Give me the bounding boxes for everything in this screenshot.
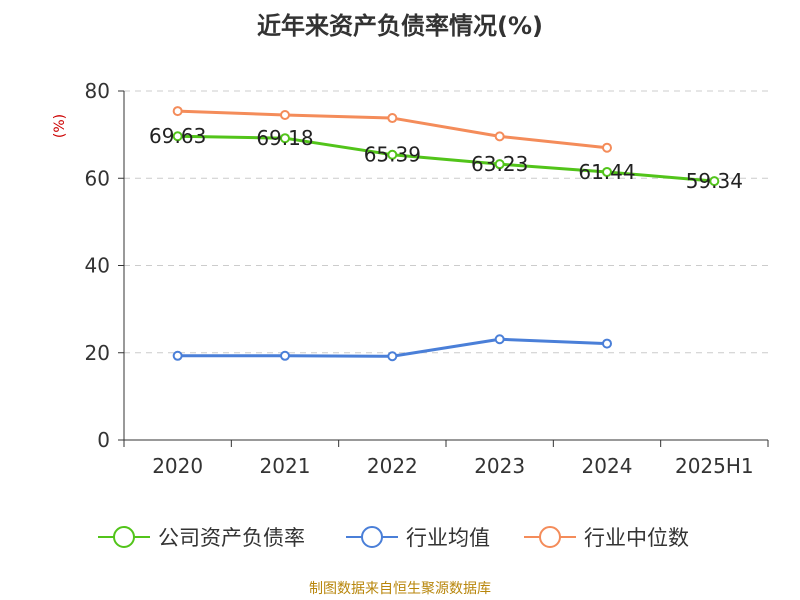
data-label: 65.39 bbox=[364, 143, 421, 167]
x-tick-label: 2021 bbox=[260, 454, 311, 478]
data-point bbox=[280, 133, 290, 144]
legend-circle-marker bbox=[361, 526, 383, 548]
legend-item-1: 行业均值 bbox=[346, 526, 490, 550]
data-point bbox=[602, 166, 612, 177]
data-labels: 69.63 69.18 65.39 63.23 61.44 59.34 bbox=[149, 124, 743, 193]
data-point bbox=[387, 351, 398, 362]
x-tick-label: 2020 bbox=[152, 454, 203, 478]
gridlines bbox=[124, 90, 768, 354]
data-point bbox=[494, 334, 505, 345]
data-point bbox=[494, 131, 505, 142]
legend-label: 行业中位数 bbox=[584, 526, 689, 550]
legend-item-2: 行业中位数 bbox=[524, 526, 689, 550]
y-tick-label: 80 bbox=[85, 79, 110, 103]
legend-label: 行业均值 bbox=[406, 526, 490, 550]
legend-circle-marker bbox=[539, 526, 561, 548]
data-point bbox=[602, 142, 612, 153]
data-source-note: 制图数据来自恒生聚源数据库 bbox=[309, 581, 491, 597]
legend-circle-marker bbox=[113, 526, 135, 548]
data-point bbox=[280, 109, 290, 120]
data-label: 59.34 bbox=[686, 169, 743, 193]
data-point bbox=[172, 131, 183, 142]
data-label: 69.63 bbox=[149, 124, 206, 148]
data-point bbox=[602, 338, 612, 349]
y-tick-label: 0 bbox=[97, 428, 110, 452]
y-axis-unit-label: (%) bbox=[52, 114, 68, 138]
x-tick-label: 2023 bbox=[474, 454, 525, 478]
data-point bbox=[709, 176, 720, 187]
data-label: 69.18 bbox=[256, 126, 313, 150]
legend-label: 公司资产负债率 bbox=[158, 526, 305, 550]
x-tick-label: 2025H1 bbox=[675, 454, 754, 478]
legend-item-0: 公司资产负债率 bbox=[98, 526, 305, 550]
y-tick-label: 40 bbox=[85, 254, 110, 278]
data-point bbox=[387, 113, 398, 124]
series-points bbox=[172, 106, 720, 362]
legend: 公司资产负债率 行业均值 行业中位数 bbox=[98, 526, 689, 550]
x-tick-label: 2022 bbox=[367, 454, 418, 478]
data-point bbox=[280, 350, 290, 361]
chart-title: 近年来资产负债率情况(%) bbox=[257, 12, 543, 40]
data-label: 61.44 bbox=[578, 160, 635, 184]
y-tick-label: 20 bbox=[85, 341, 110, 365]
axes: 0 20 40 60 80 2020 2021 2022 2023 2024 2025H1 bbox=[85, 79, 769, 478]
data-point bbox=[494, 159, 505, 170]
series-line-0 bbox=[177, 134, 715, 183]
data-point bbox=[172, 106, 183, 117]
data-point bbox=[172, 350, 183, 361]
data-point bbox=[387, 149, 398, 160]
x-tick-label: 2024 bbox=[582, 454, 633, 478]
data-label: 63.23 bbox=[471, 152, 528, 176]
y-tick-label: 60 bbox=[85, 166, 110, 190]
